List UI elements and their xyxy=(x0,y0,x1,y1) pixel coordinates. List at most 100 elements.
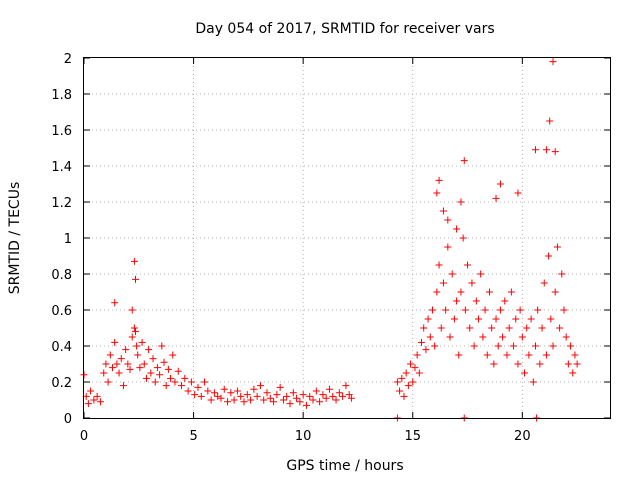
chart-title: Day 054 of 2017, SRMTID for receiver var… xyxy=(195,21,494,37)
data-point xyxy=(466,324,474,332)
data-point xyxy=(184,387,192,395)
data-point xyxy=(569,369,577,377)
data-point xyxy=(433,288,441,296)
data-point xyxy=(573,360,581,368)
data-point xyxy=(496,180,504,188)
data-point xyxy=(201,378,209,386)
data-point xyxy=(483,351,491,359)
data-point xyxy=(556,324,564,332)
data-point xyxy=(156,371,164,379)
data-point xyxy=(153,364,161,372)
y-tick-label: 2 xyxy=(64,52,72,67)
data-point xyxy=(130,257,138,265)
data-point xyxy=(525,351,533,359)
data-point xyxy=(207,396,215,404)
ticks-layer xyxy=(83,57,610,419)
x-tick-label: 15 xyxy=(404,429,421,444)
data-point xyxy=(247,396,255,404)
data-point xyxy=(549,58,557,66)
data-point xyxy=(117,355,125,363)
data-point xyxy=(490,360,498,368)
data-point xyxy=(531,146,539,154)
data-point xyxy=(220,385,228,393)
data-point xyxy=(276,383,284,391)
data-point xyxy=(571,351,579,359)
data-point xyxy=(457,288,465,296)
data-point xyxy=(296,398,304,406)
y-tick-label: 1 xyxy=(64,232,72,247)
data-point xyxy=(237,392,245,400)
y-tick-label: 0.8 xyxy=(51,268,72,283)
data-point xyxy=(521,369,529,377)
data-point xyxy=(453,297,461,305)
data-point xyxy=(266,394,274,402)
data-point xyxy=(448,270,456,278)
data-point xyxy=(516,306,524,314)
data-point xyxy=(126,365,134,373)
data-point xyxy=(106,351,114,359)
data-point xyxy=(479,333,487,341)
data-point xyxy=(457,198,465,206)
data-point xyxy=(431,342,439,350)
data-point xyxy=(253,392,261,400)
data-point xyxy=(422,346,430,354)
data-point xyxy=(527,315,535,323)
data-point xyxy=(435,261,443,269)
data-point xyxy=(540,279,548,287)
data-point xyxy=(514,189,522,197)
data-point xyxy=(119,382,127,390)
data-point xyxy=(122,346,130,354)
data-point xyxy=(178,382,186,390)
data-point xyxy=(130,324,138,332)
data-point xyxy=(115,369,123,377)
data-point xyxy=(162,382,170,390)
data-point xyxy=(547,315,555,323)
data-point xyxy=(171,378,179,386)
data-point xyxy=(233,387,241,395)
data-point xyxy=(136,364,144,372)
data-point xyxy=(273,391,281,399)
data-point xyxy=(553,243,561,251)
data-point xyxy=(210,389,218,397)
data-point xyxy=(567,342,575,350)
data-point xyxy=(299,391,307,399)
data-point xyxy=(455,351,463,359)
data-point xyxy=(545,252,553,260)
data-point xyxy=(551,148,559,156)
data-point xyxy=(345,391,353,399)
data-point xyxy=(534,306,542,314)
data-point xyxy=(217,394,225,402)
data-point xyxy=(260,396,268,404)
data-point xyxy=(167,374,175,382)
y-tick-label: 1.6 xyxy=(51,124,72,139)
data-point xyxy=(398,374,406,382)
data-point xyxy=(158,342,166,350)
data-point xyxy=(289,389,297,397)
data-point xyxy=(492,194,500,202)
data-point xyxy=(503,351,511,359)
data-point xyxy=(316,398,324,406)
data-point xyxy=(113,360,121,368)
data-point xyxy=(485,288,493,296)
data-point xyxy=(111,338,119,346)
data-point xyxy=(433,189,441,197)
data-point xyxy=(499,333,507,341)
data-point xyxy=(551,288,559,296)
data-point xyxy=(468,279,476,287)
data-point xyxy=(140,360,148,368)
data-point xyxy=(142,374,150,382)
data-point xyxy=(409,378,417,386)
data-point xyxy=(415,369,423,377)
data-point xyxy=(124,360,132,368)
data-point xyxy=(444,216,452,224)
data-point xyxy=(342,382,350,390)
data-point xyxy=(546,117,554,125)
y-tick-label: 1.2 xyxy=(51,196,72,211)
data-point xyxy=(240,398,248,406)
data-point xyxy=(194,383,202,391)
data-point xyxy=(444,243,452,251)
data-point xyxy=(439,279,447,287)
data-point xyxy=(496,306,504,314)
